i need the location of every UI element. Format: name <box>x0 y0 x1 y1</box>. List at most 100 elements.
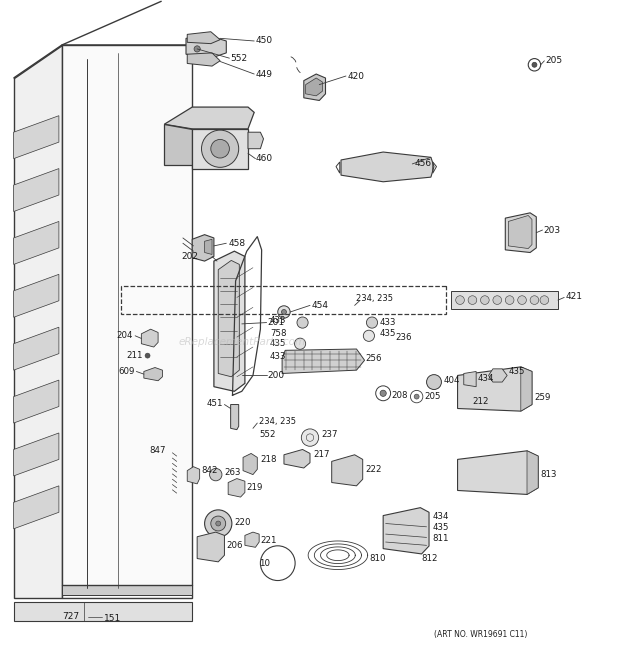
Text: 212: 212 <box>472 397 489 407</box>
Text: 842: 842 <box>202 466 218 475</box>
Polygon shape <box>14 380 59 423</box>
Text: 234, 235: 234, 235 <box>356 294 394 303</box>
Circle shape <box>281 309 286 315</box>
Circle shape <box>532 62 537 67</box>
Polygon shape <box>521 367 532 411</box>
Polygon shape <box>62 45 192 598</box>
Polygon shape <box>458 367 532 411</box>
Polygon shape <box>187 467 200 484</box>
Polygon shape <box>14 486 59 529</box>
Circle shape <box>380 390 386 397</box>
Circle shape <box>301 429 319 446</box>
Circle shape <box>540 295 549 305</box>
Text: 812: 812 <box>422 554 438 563</box>
Text: 205: 205 <box>546 56 563 65</box>
Polygon shape <box>14 45 62 598</box>
Text: 433: 433 <box>270 352 286 362</box>
Text: 434: 434 <box>433 512 450 522</box>
Circle shape <box>366 317 378 328</box>
Circle shape <box>505 295 514 305</box>
Polygon shape <box>464 371 476 387</box>
Text: 203: 203 <box>544 225 561 235</box>
Polygon shape <box>243 453 257 475</box>
Polygon shape <box>14 602 192 621</box>
Polygon shape <box>14 327 59 370</box>
Circle shape <box>294 338 306 349</box>
Text: 237: 237 <box>321 430 338 440</box>
Polygon shape <box>14 116 59 159</box>
Polygon shape <box>192 129 248 169</box>
Circle shape <box>211 516 226 531</box>
Text: 200: 200 <box>268 371 285 380</box>
Circle shape <box>414 394 419 399</box>
Polygon shape <box>245 532 259 547</box>
Circle shape <box>480 295 489 305</box>
Text: 219: 219 <box>247 483 263 492</box>
Text: 460: 460 <box>256 154 273 163</box>
Text: 552: 552 <box>259 430 276 440</box>
Circle shape <box>294 352 306 362</box>
Text: 222: 222 <box>366 465 383 474</box>
Text: 259: 259 <box>534 393 551 403</box>
Text: 201: 201 <box>268 318 285 327</box>
Text: 220: 220 <box>234 518 251 527</box>
Polygon shape <box>164 107 254 129</box>
Circle shape <box>202 130 239 167</box>
Text: 221: 221 <box>260 536 277 545</box>
Text: 552: 552 <box>231 54 248 63</box>
Polygon shape <box>141 329 158 347</box>
Text: 454: 454 <box>311 301 328 310</box>
Polygon shape <box>458 451 538 494</box>
Text: 433: 433 <box>270 316 286 325</box>
Text: 420: 420 <box>347 71 364 81</box>
Text: 433: 433 <box>379 318 396 327</box>
Polygon shape <box>383 508 429 554</box>
Polygon shape <box>451 291 558 309</box>
Text: 609: 609 <box>119 367 135 376</box>
Text: 451: 451 <box>206 399 223 408</box>
Text: 458: 458 <box>228 239 246 248</box>
Text: 434: 434 <box>477 373 494 383</box>
Text: 421: 421 <box>565 292 582 301</box>
Text: 204: 204 <box>117 331 133 340</box>
Polygon shape <box>505 213 536 253</box>
Text: 435: 435 <box>433 523 450 532</box>
Text: 456: 456 <box>414 159 432 169</box>
Polygon shape <box>489 369 507 382</box>
Polygon shape <box>228 479 245 497</box>
Circle shape <box>456 295 464 305</box>
Circle shape <box>194 46 200 52</box>
Circle shape <box>216 521 221 526</box>
Circle shape <box>210 469 222 481</box>
Text: 727: 727 <box>62 612 79 621</box>
Text: 847: 847 <box>149 446 166 455</box>
Text: 202: 202 <box>182 252 198 261</box>
Text: 10: 10 <box>259 559 270 568</box>
Text: 218: 218 <box>260 455 277 464</box>
Polygon shape <box>205 239 212 254</box>
Polygon shape <box>144 368 162 381</box>
Polygon shape <box>14 169 59 212</box>
Text: 435: 435 <box>270 339 286 348</box>
Polygon shape <box>304 74 326 100</box>
Text: 208: 208 <box>392 391 409 400</box>
Text: 151: 151 <box>104 613 122 623</box>
Text: 217: 217 <box>313 450 330 459</box>
Polygon shape <box>508 215 532 249</box>
Polygon shape <box>306 78 322 96</box>
Polygon shape <box>341 152 434 182</box>
Polygon shape <box>186 36 226 58</box>
Polygon shape <box>282 349 365 373</box>
Polygon shape <box>248 132 264 149</box>
Polygon shape <box>197 532 224 562</box>
Circle shape <box>468 295 477 305</box>
Circle shape <box>297 317 308 328</box>
Polygon shape <box>231 405 239 430</box>
Polygon shape <box>14 221 59 264</box>
Circle shape <box>211 139 229 158</box>
Text: 256: 256 <box>366 354 383 363</box>
Text: 211: 211 <box>126 351 143 360</box>
Polygon shape <box>218 260 239 377</box>
Text: 449: 449 <box>255 69 272 79</box>
Text: 205: 205 <box>425 392 441 401</box>
